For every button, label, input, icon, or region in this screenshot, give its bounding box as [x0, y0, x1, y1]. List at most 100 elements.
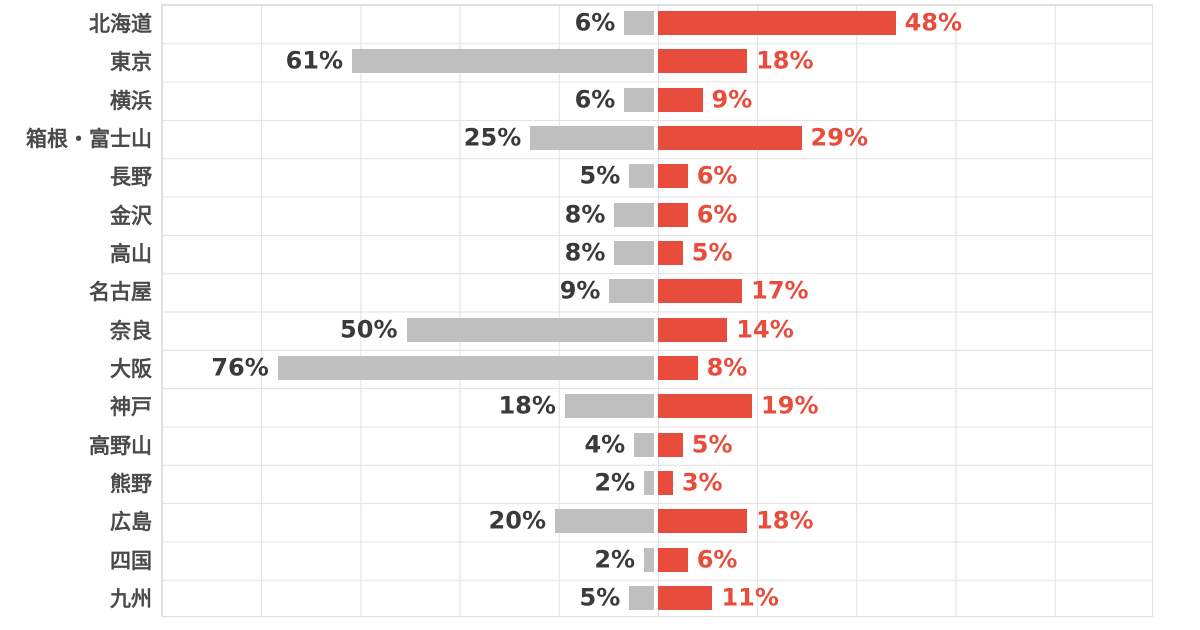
left-value-label: 4% — [584, 430, 626, 459]
left-bar — [614, 241, 654, 266]
right-bar — [658, 49, 748, 74]
chart-row: 北海道 6% 48% — [0, 4, 1200, 42]
row-track: 6% 9% — [161, 81, 1153, 119]
left-value-label: 20% — [488, 506, 546, 535]
category-label: 四国 — [110, 548, 152, 573]
left-value-label: 8% — [564, 200, 606, 229]
category-label: 北海道 — [89, 12, 152, 37]
chart-row: 横浜 6% 9% — [0, 81, 1200, 119]
category-label: 熊野 — [110, 471, 152, 496]
chart-row: 九州 5% 11% — [0, 579, 1200, 617]
left-bar — [352, 49, 654, 74]
row-track: 76% 8% — [161, 349, 1153, 387]
left-bar — [624, 87, 654, 112]
left-value-label: 9% — [559, 276, 601, 305]
left-value-label: 18% — [498, 391, 556, 420]
right-bar — [658, 509, 748, 534]
chart-row: 大阪 76% 8% — [0, 349, 1200, 387]
right-bar — [658, 87, 703, 112]
row-track: 5% 6% — [161, 157, 1153, 195]
left-bar — [406, 317, 654, 342]
chart-row: 高野山 4% 5% — [0, 425, 1200, 463]
right-value-label: 17% — [751, 276, 809, 305]
right-value-label: 6% — [696, 545, 738, 574]
left-bar — [277, 355, 654, 380]
row-track: 8% 6% — [161, 196, 1153, 234]
category-label: 横浜 — [110, 88, 152, 113]
left-bar — [555, 509, 654, 534]
chart-row: 熊野 2% 3% — [0, 464, 1200, 502]
left-value-label: 5% — [579, 583, 621, 612]
right-value-label: 18% — [756, 506, 814, 535]
row-track: 61% 18% — [161, 42, 1153, 80]
left-value-label: 6% — [574, 85, 616, 114]
right-value-label: 6% — [696, 161, 738, 190]
left-bar — [609, 279, 654, 304]
chart-row: 四国 2% 6% — [0, 540, 1200, 578]
row-track: 8% 5% — [161, 234, 1153, 272]
left-bar — [624, 11, 654, 36]
chart-row: 神戸 18% 19% — [0, 387, 1200, 425]
left-value-label: 2% — [594, 545, 636, 574]
left-bar — [564, 394, 654, 419]
row-track: 18% 19% — [161, 387, 1153, 425]
right-value-label: 9% — [711, 85, 753, 114]
category-label: 東京 — [110, 50, 152, 75]
chart-row: 箱根・富士山 25% 29% — [0, 119, 1200, 157]
right-value-label: 11% — [721, 583, 779, 612]
right-bar — [658, 11, 896, 36]
category-label: 金沢 — [110, 203, 152, 228]
chart-row: 長野 5% 6% — [0, 157, 1200, 195]
row-track: 2% 6% — [161, 540, 1153, 578]
right-value-label: 48% — [904, 8, 963, 37]
category-label: 高山 — [110, 242, 152, 267]
right-value-label: 3% — [681, 468, 723, 497]
right-value-label: 5% — [691, 430, 733, 459]
row-track: 50% 14% — [161, 311, 1153, 349]
right-bar — [658, 432, 683, 457]
left-bar — [614, 202, 654, 227]
chart-row: 奈良 50% 14% — [0, 311, 1200, 349]
right-bar — [658, 279, 743, 304]
category-label: 神戸 — [110, 395, 152, 420]
right-bar — [658, 470, 673, 495]
left-value-label: 8% — [564, 238, 606, 267]
chart-row: 広島 20% 18% — [0, 502, 1200, 540]
row-track: 5% 11% — [161, 579, 1153, 617]
chart-row: 金沢 8% 6% — [0, 196, 1200, 234]
left-value-label: 6% — [574, 8, 616, 37]
chart-row: 名古屋 9% 17% — [0, 272, 1200, 310]
right-bar — [658, 202, 688, 227]
left-value-label: 50% — [340, 315, 398, 344]
right-bar — [658, 394, 753, 419]
plot-area — [161, 4, 1153, 617]
category-label: 奈良 — [110, 318, 152, 343]
category-label: 名古屋 — [89, 280, 152, 305]
right-value-label: 6% — [696, 200, 738, 229]
chart-row: 東京 61% 18% — [0, 42, 1200, 80]
category-label: 大阪 — [110, 356, 152, 381]
right-bar — [658, 164, 688, 189]
right-value-label: 19% — [761, 391, 819, 420]
category-label: 高野山 — [89, 433, 152, 458]
left-value-label: 61% — [285, 46, 344, 75]
row-track: 25% 29% — [161, 119, 1153, 157]
right-bar — [658, 585, 713, 610]
right-value-label: 18% — [756, 46, 814, 75]
right-bar — [658, 126, 802, 151]
category-label: 箱根・富士山 — [26, 127, 152, 152]
left-bar — [629, 164, 654, 189]
right-bar — [658, 355, 698, 380]
left-bar — [644, 470, 654, 495]
right-value-label: 5% — [691, 238, 733, 267]
row-track: 2% 3% — [161, 464, 1153, 502]
category-label: 九州 — [110, 586, 152, 611]
right-bar — [658, 241, 683, 266]
right-bar — [658, 317, 728, 342]
right-value-label: 14% — [736, 315, 794, 344]
right-bar — [658, 547, 688, 572]
left-value-label: 25% — [463, 123, 522, 152]
row-track: 9% 17% — [161, 272, 1153, 310]
left-value-label: 5% — [579, 161, 621, 190]
